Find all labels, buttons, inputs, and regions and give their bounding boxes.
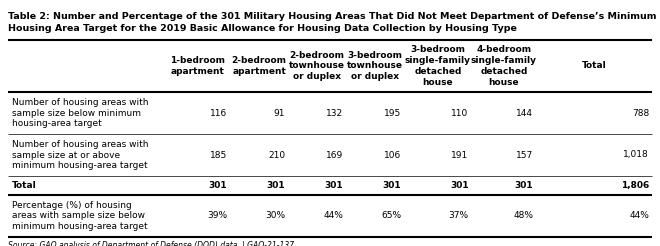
Text: Table 2: Number and Percentage of the 301 Military Housing Areas That Did Not Me: Table 2: Number and Percentage of the 30… (8, 12, 657, 21)
Text: Source: GAO analysis of Department of Defense (DOD) data. | GAO-21-137: Source: GAO analysis of Department of De… (8, 241, 294, 246)
Text: 132: 132 (326, 108, 343, 118)
Text: 110: 110 (451, 108, 469, 118)
Text: Number of housing areas with
sample size below minimum
housing-area target: Number of housing areas with sample size… (12, 98, 148, 128)
Text: 301: 301 (450, 181, 469, 190)
Text: 37%: 37% (449, 212, 469, 220)
Text: Total: Total (12, 181, 37, 190)
Text: 3-bedroom
single-family
detached
house: 3-bedroom single-family detached house (405, 45, 471, 87)
Text: 210: 210 (268, 151, 285, 159)
Text: Number of housing areas with
sample size at or above
minimum housing-area target: Number of housing areas with sample size… (12, 140, 148, 170)
Text: 3-bedroom
townhouse
or duplex: 3-bedroom townhouse or duplex (347, 51, 403, 81)
Text: 788: 788 (632, 108, 649, 118)
Text: 157: 157 (516, 151, 533, 159)
Text: 301: 301 (267, 181, 285, 190)
Text: Housing Area Target for the 2019 Basic Allowance for Housing Data Collection by : Housing Area Target for the 2019 Basic A… (8, 24, 517, 32)
Text: 2-bedroom
apartment: 2-bedroom apartment (232, 56, 286, 76)
Text: 116: 116 (210, 108, 227, 118)
Text: 44%: 44% (629, 212, 649, 220)
Text: 1,018: 1,018 (623, 151, 649, 159)
Text: 185: 185 (210, 151, 227, 159)
Text: 48%: 48% (513, 212, 533, 220)
Text: Percentage (%) of housing
areas with sample size below
minimum housing-area targ: Percentage (%) of housing areas with sam… (12, 201, 148, 231)
Text: 169: 169 (326, 151, 343, 159)
Text: 4-bedroom
single-family
detached
house: 4-bedroom single-family detached house (471, 45, 537, 87)
Text: 191: 191 (451, 151, 469, 159)
Text: 301: 301 (382, 181, 401, 190)
Text: 30%: 30% (265, 212, 285, 220)
Text: 39%: 39% (207, 212, 227, 220)
Text: 301: 301 (209, 181, 227, 190)
Text: 301: 301 (514, 181, 533, 190)
Text: 301: 301 (325, 181, 343, 190)
Text: 1,806: 1,806 (621, 181, 649, 190)
Text: 2-bedroom
townhouse
or duplex: 2-bedroom townhouse or duplex (289, 51, 345, 81)
Text: 1-bedroom
apartment: 1-bedroom apartment (170, 56, 226, 76)
Text: Total: Total (581, 62, 607, 71)
Text: 65%: 65% (381, 212, 401, 220)
Text: 144: 144 (516, 108, 533, 118)
Text: 91: 91 (274, 108, 285, 118)
Text: 195: 195 (384, 108, 401, 118)
Text: 106: 106 (384, 151, 401, 159)
Text: 44%: 44% (323, 212, 343, 220)
